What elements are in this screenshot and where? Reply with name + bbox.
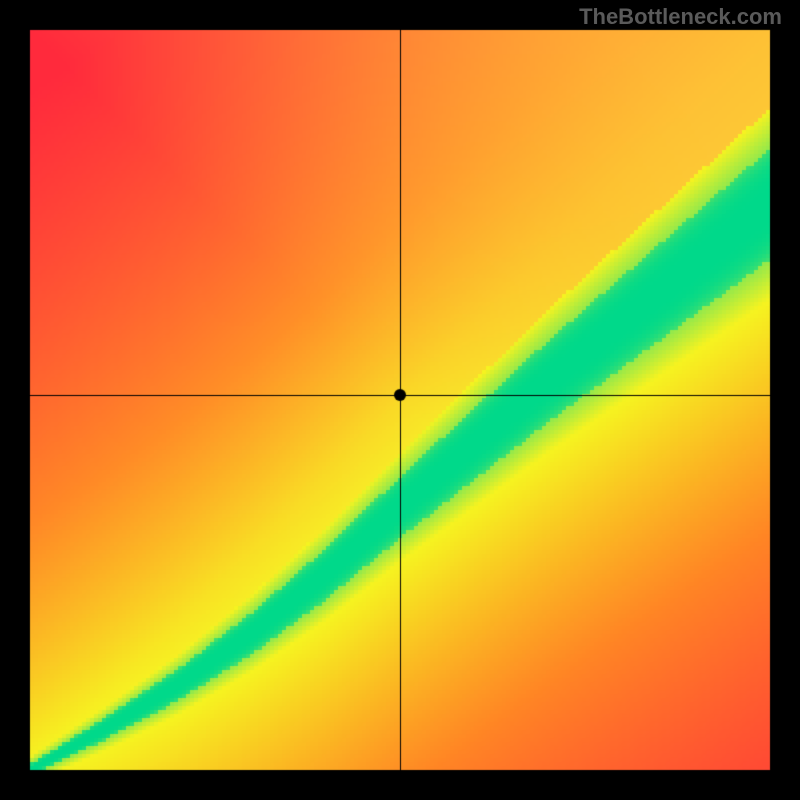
bottleneck-heatmap bbox=[0, 0, 800, 800]
watermark-text: TheBottleneck.com bbox=[579, 4, 782, 30]
